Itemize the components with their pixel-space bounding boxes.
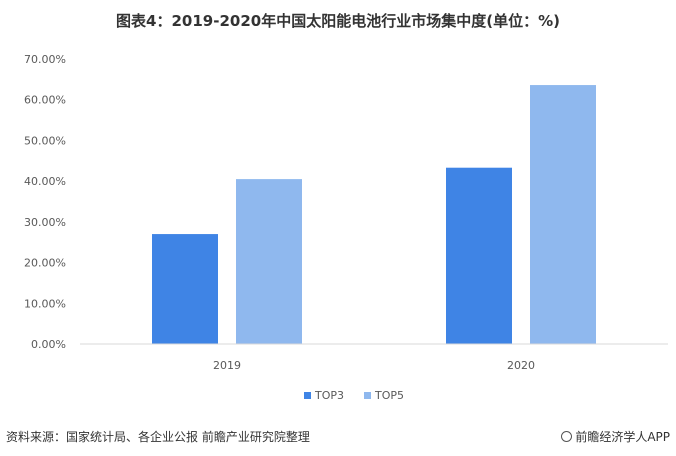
legend-label-top5: TOP5	[374, 389, 404, 402]
bar-top5-2019	[236, 179, 302, 344]
y-tick-label: 30.00%	[24, 216, 66, 229]
y-tick-label: 60.00%	[24, 94, 66, 107]
source-note: 资料来源：国家统计局、各企业公报 前瞻产业研究院整理	[6, 430, 310, 444]
x-axis-ticks: 2019 2020	[213, 359, 535, 372]
bar-top3-2019	[152, 234, 218, 344]
y-tick-label: 70.00%	[24, 53, 66, 66]
legend: TOP3 TOP5	[304, 389, 404, 402]
bar-top3-2020	[446, 167, 512, 344]
brand-name: 前瞻经济学人APP	[575, 430, 670, 444]
bar-top5-2020	[530, 85, 596, 345]
x-tick-label: 2019	[213, 359, 241, 372]
brand-logo-icon	[561, 431, 573, 442]
legend-swatch-top5	[364, 392, 371, 399]
brand-footer: 前瞻经济学人APP	[561, 428, 670, 445]
x-tick-label: 2020	[507, 359, 535, 372]
legend-swatch-top3	[304, 392, 311, 399]
y-tick-label: 40.00%	[24, 175, 66, 188]
y-axis-ticks: 0.00% 10.00% 20.00% 30.00% 40.00% 50.00% 60.00…	[24, 53, 66, 351]
y-tick-label: 20.00%	[24, 257, 66, 270]
y-tick-label: 10.00%	[24, 297, 66, 310]
legend-label-top3: TOP3	[314, 389, 344, 402]
chart-title: 图表4：2019-2020年中国太阳能电池行业市场集中度(单位：%)	[116, 12, 560, 30]
bars	[152, 85, 596, 345]
y-tick-label: 0.00%	[31, 338, 66, 351]
y-tick-label: 50.00%	[24, 134, 66, 147]
